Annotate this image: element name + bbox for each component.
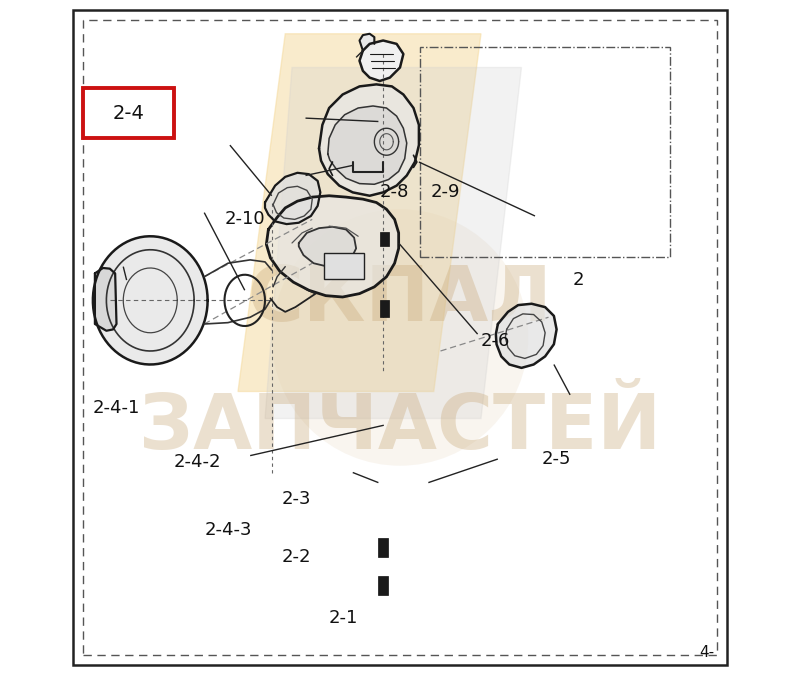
Polygon shape	[266, 196, 398, 297]
Polygon shape	[359, 34, 374, 51]
Text: СКПАЛ: СКПАЛ	[248, 263, 552, 338]
Text: 2-10: 2-10	[225, 211, 265, 228]
Text: 2-8: 2-8	[380, 184, 409, 201]
Bar	[420, 47, 670, 256]
Ellipse shape	[272, 209, 528, 466]
Text: 2-4: 2-4	[112, 103, 144, 123]
Polygon shape	[319, 84, 419, 196]
Text: 2-5: 2-5	[542, 450, 571, 468]
Polygon shape	[496, 304, 557, 368]
Bar	[380, 300, 389, 317]
Polygon shape	[359, 40, 403, 81]
Bar	[378, 538, 388, 557]
Text: 2-4-3: 2-4-3	[204, 521, 252, 539]
Text: ЗАПЧАСТЕЙ: ЗАПЧАСТЕЙ	[139, 392, 661, 466]
Text: 2: 2	[572, 271, 584, 289]
Text: 2-6: 2-6	[481, 332, 510, 350]
Polygon shape	[265, 68, 522, 418]
Polygon shape	[298, 227, 356, 267]
Bar	[380, 232, 389, 246]
Polygon shape	[328, 106, 406, 184]
Bar	[325, 253, 363, 279]
Polygon shape	[93, 236, 208, 364]
Bar	[378, 576, 388, 595]
Text: 2-4-2: 2-4-2	[174, 454, 222, 471]
Polygon shape	[238, 34, 481, 391]
Text: 2-2: 2-2	[282, 548, 311, 566]
Bar	[82, 88, 174, 138]
Polygon shape	[95, 268, 117, 331]
Text: 2-9: 2-9	[430, 184, 460, 201]
Text: 2-3: 2-3	[282, 491, 311, 508]
Text: 2-4-1: 2-4-1	[93, 400, 140, 417]
Text: 4-: 4-	[698, 645, 714, 660]
Polygon shape	[265, 173, 320, 224]
Text: 2-1: 2-1	[329, 609, 358, 626]
